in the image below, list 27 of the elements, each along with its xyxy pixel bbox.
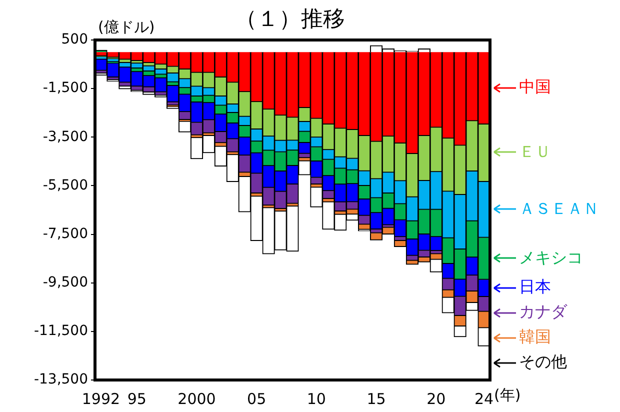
y-tick-label: -1,500 (42, 80, 88, 96)
y-tick-label: -5,500 (42, 177, 88, 194)
x-tick-label: 20 (426, 390, 446, 408)
x-axis-title: (年) (494, 386, 521, 405)
legend-label: メキシコ (519, 248, 583, 269)
legend-label: 中国 (519, 77, 551, 98)
x-tick-label: 1992 (82, 390, 120, 408)
legend-label: ＡＳＥＡＮ (519, 198, 599, 220)
x-tick-label: 10 (306, 390, 326, 408)
y-tick-label: -3,500 (42, 128, 88, 145)
legend-label: ＥＵ (519, 142, 551, 163)
x-tick-label: 05 (247, 390, 266, 408)
y-tick-label: -9,500 (42, 274, 88, 290)
series-label: その他 (519, 352, 567, 374)
x-tick-label: 24 (474, 390, 494, 408)
y-tick-label: 500 (61, 32, 88, 48)
legend-label: 韓国 (519, 327, 551, 348)
legend-label: カナダ (519, 302, 567, 324)
chart-title: （１）推移 (235, 7, 345, 32)
y-tick-label: -11,500 (34, 323, 88, 340)
y-tick-label: -13,500 (34, 372, 88, 388)
x-tick-label: 95 (127, 390, 146, 408)
x-tick-label: 2000 (178, 390, 216, 408)
x-tick-label: 15 (366, 390, 386, 408)
y-tick-label: -7,500 (42, 226, 88, 242)
legend-label: 日本 (519, 277, 551, 298)
y-axis-title: (億ドル) (98, 18, 155, 37)
